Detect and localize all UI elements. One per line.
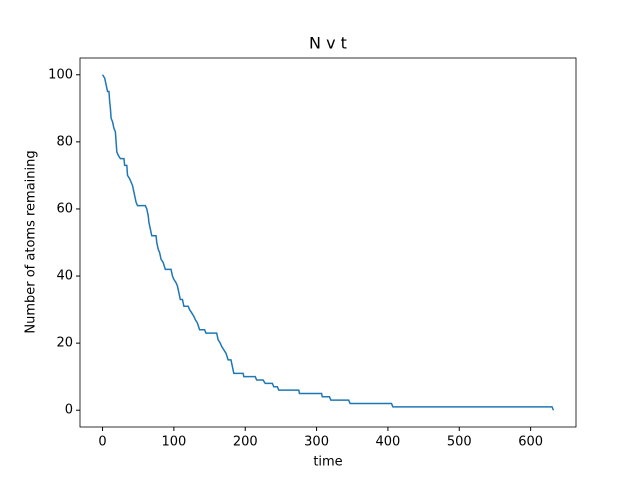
plot-frame (79, 57, 577, 428)
y-tick-label: 80 (56, 134, 73, 149)
y-tick-label: 20 (56, 336, 73, 351)
y-tick-label: 60 (56, 201, 73, 216)
x-axis-label: time (313, 455, 342, 470)
x-tick-label: 400 (376, 435, 401, 450)
y-tick-label: 0 (65, 403, 73, 418)
chart-title: N v t (309, 34, 347, 53)
x-tick-label: 300 (304, 435, 329, 450)
data-line (101, 74, 555, 411)
y-tick-label: 100 (48, 67, 73, 82)
y-tick-label: 40 (56, 269, 73, 284)
y-axis-label: Number of atoms remaining (24, 150, 39, 333)
x-tick-label: 600 (518, 435, 543, 450)
x-tick-label: 200 (233, 435, 258, 450)
x-tick-label: 100 (161, 435, 186, 450)
x-tick-label: 500 (447, 435, 472, 450)
x-tick-label: 0 (98, 435, 106, 450)
